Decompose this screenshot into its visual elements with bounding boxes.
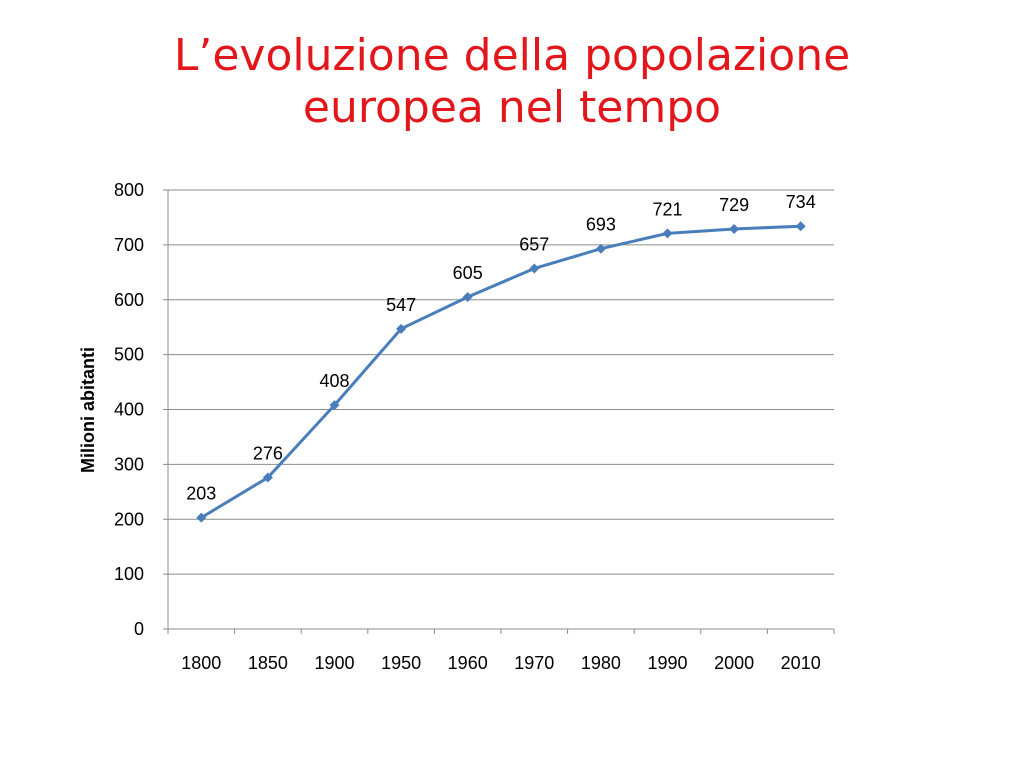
- data-point-marker: [196, 512, 207, 523]
- data-label: 276: [253, 444, 283, 464]
- data-point-marker: [329, 400, 340, 411]
- x-tick-label: 1800: [181, 653, 221, 673]
- y-tick-labels: 0 100 200 300 400 500 600 700 800: [114, 180, 144, 639]
- slide-title: L’evoluzione della popolazione europea n…: [0, 30, 1024, 134]
- data-label: 547: [386, 295, 416, 315]
- x-tick-labels: 1800 1850 1900 1950 1960 1970 1980 1990 2000 2010: [181, 653, 820, 673]
- data-labels: 203 276 408 547 605 657 693 721 729 734: [186, 192, 815, 503]
- data-label: 657: [519, 234, 549, 254]
- data-point-marker: [795, 221, 806, 232]
- data-label: 734: [786, 192, 816, 212]
- data-label: 729: [719, 195, 749, 215]
- x-tick-label: 1950: [381, 653, 421, 673]
- y-tick-label: 100: [114, 564, 144, 584]
- data-label: 203: [186, 484, 216, 504]
- y-tick-label: 600: [114, 290, 144, 310]
- y-tick-label: 500: [114, 345, 144, 365]
- y-tick-label: 300: [114, 454, 144, 474]
- series-markers: [196, 221, 806, 523]
- series-line: [200, 224, 801, 519]
- data-label: 605: [453, 263, 483, 283]
- x-tick-label: 1850: [248, 653, 288, 673]
- axes: [163, 189, 835, 634]
- x-tick-label: 1960: [448, 653, 488, 673]
- y-tick-label: 400: [114, 400, 144, 420]
- gridlines: [168, 189, 834, 575]
- series-line-path: [200, 224, 801, 519]
- x-tick-label: 1900: [314, 653, 354, 673]
- x-tick-label: 1990: [647, 653, 687, 673]
- data-label: 693: [586, 215, 616, 235]
- data-point-marker: [396, 323, 407, 334]
- x-tick-label: 2000: [714, 653, 754, 673]
- x-tick-label: 2010: [781, 653, 821, 673]
- title-line-2: europea nel tempo: [302, 82, 722, 133]
- y-tick-label: 0: [134, 619, 144, 639]
- x-tick-label: 1980: [581, 653, 621, 673]
- data-point-marker: [529, 263, 540, 274]
- x-tick-label: 1970: [514, 653, 554, 673]
- data-point-marker: [595, 243, 606, 254]
- data-point-marker: [462, 292, 473, 303]
- y-tick-label: 700: [114, 235, 144, 255]
- y-axis-title: Milioni abitanti: [78, 347, 98, 473]
- data-label: 408: [319, 371, 349, 391]
- data-label: 721: [652, 199, 682, 219]
- data-point-marker: [262, 472, 273, 483]
- title-line-1: L’evoluzione della popolazione: [173, 30, 851, 81]
- data-point-marker: [729, 223, 740, 234]
- y-tick-label: 800: [114, 180, 144, 200]
- y-tick-label: 200: [114, 509, 144, 529]
- data-point-marker: [662, 228, 673, 239]
